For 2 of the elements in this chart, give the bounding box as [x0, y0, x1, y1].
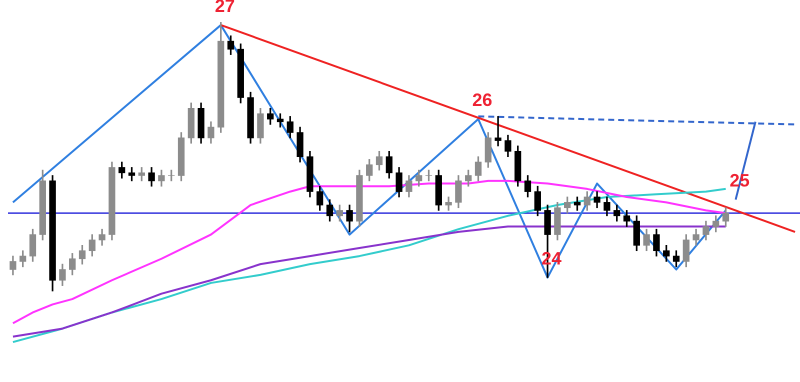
candlestick: [494, 116, 502, 146]
annotation: 26: [472, 90, 492, 110]
